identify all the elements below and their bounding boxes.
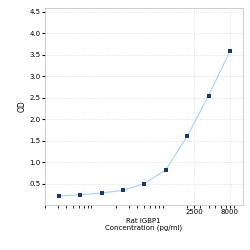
Point [100,191,103,195]
Point [121,188,125,192]
X-axis label: Rat IGBP1
Concentration (pg/ml): Rat IGBP1 Concentration (pg/ml) [105,218,182,232]
Point [57,194,61,198]
Y-axis label: OD: OD [18,100,27,112]
Point [78,193,82,197]
Point [164,168,168,172]
Point [142,182,146,186]
Point [228,49,232,53]
Point [185,134,189,138]
Point [206,94,210,98]
